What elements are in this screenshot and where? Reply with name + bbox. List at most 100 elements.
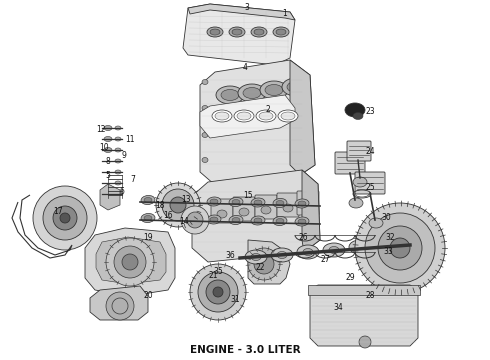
Ellipse shape [202, 158, 208, 162]
Text: 27: 27 [320, 256, 330, 265]
Text: 28: 28 [365, 291, 375, 300]
Circle shape [190, 264, 246, 320]
Text: 10: 10 [99, 144, 109, 153]
Ellipse shape [163, 214, 177, 223]
Ellipse shape [278, 110, 298, 122]
Ellipse shape [144, 216, 152, 220]
Ellipse shape [234, 110, 254, 122]
Text: 5: 5 [105, 171, 110, 180]
Ellipse shape [141, 213, 155, 222]
Ellipse shape [232, 217, 240, 222]
Ellipse shape [210, 199, 218, 204]
Ellipse shape [260, 81, 288, 99]
Circle shape [106, 292, 134, 320]
Ellipse shape [229, 216, 243, 225]
Ellipse shape [323, 243, 345, 257]
FancyBboxPatch shape [255, 195, 277, 219]
Text: 8: 8 [106, 158, 110, 166]
Ellipse shape [144, 198, 152, 202]
Polygon shape [188, 4, 295, 20]
Ellipse shape [287, 81, 305, 93]
Polygon shape [310, 285, 418, 346]
Text: 26: 26 [298, 234, 308, 243]
Ellipse shape [261, 206, 271, 214]
Text: 24: 24 [365, 148, 375, 157]
Ellipse shape [166, 198, 174, 203]
Ellipse shape [251, 253, 261, 261]
Ellipse shape [229, 198, 243, 207]
Ellipse shape [185, 215, 199, 224]
Text: 23: 23 [365, 108, 375, 117]
Text: 15: 15 [243, 192, 253, 201]
Polygon shape [100, 184, 120, 210]
Ellipse shape [141, 195, 155, 204]
Circle shape [53, 206, 77, 230]
Ellipse shape [256, 110, 276, 122]
Polygon shape [96, 237, 166, 284]
Ellipse shape [276, 219, 284, 224]
Ellipse shape [282, 78, 310, 96]
Circle shape [198, 272, 238, 312]
FancyBboxPatch shape [297, 191, 319, 215]
Ellipse shape [115, 181, 121, 185]
Ellipse shape [188, 216, 196, 221]
Ellipse shape [237, 112, 251, 120]
Ellipse shape [245, 250, 267, 264]
Text: 13: 13 [181, 195, 191, 204]
Ellipse shape [345, 103, 365, 117]
Ellipse shape [202, 105, 208, 111]
Ellipse shape [243, 87, 261, 99]
Ellipse shape [185, 197, 199, 206]
Ellipse shape [283, 204, 293, 212]
Text: 29: 29 [345, 274, 355, 283]
Polygon shape [200, 60, 315, 185]
Ellipse shape [273, 27, 289, 37]
Ellipse shape [349, 198, 363, 208]
Text: 6: 6 [120, 188, 124, 197]
Ellipse shape [202, 80, 208, 85]
FancyBboxPatch shape [355, 172, 385, 194]
Text: 32: 32 [385, 234, 395, 243]
Circle shape [187, 212, 203, 228]
Circle shape [390, 238, 410, 258]
Text: 34: 34 [333, 303, 343, 312]
Text: 2: 2 [266, 105, 270, 114]
Ellipse shape [232, 29, 242, 35]
Text: 9: 9 [122, 150, 126, 159]
Circle shape [206, 280, 230, 304]
Polygon shape [200, 95, 295, 138]
Ellipse shape [369, 218, 383, 228]
Ellipse shape [115, 137, 121, 141]
Polygon shape [290, 60, 315, 175]
Ellipse shape [210, 29, 220, 35]
Circle shape [106, 238, 154, 286]
Text: 35: 35 [213, 267, 223, 276]
Ellipse shape [212, 110, 232, 122]
Ellipse shape [229, 27, 245, 37]
Ellipse shape [104, 148, 112, 153]
Ellipse shape [221, 90, 239, 100]
Ellipse shape [210, 217, 218, 222]
Ellipse shape [115, 159, 121, 163]
Circle shape [355, 203, 445, 293]
Ellipse shape [254, 200, 262, 205]
Circle shape [114, 246, 146, 278]
Text: 31: 31 [230, 296, 240, 305]
Circle shape [359, 336, 371, 348]
Text: 25: 25 [365, 184, 375, 193]
Ellipse shape [259, 112, 273, 120]
Text: 16: 16 [163, 211, 173, 220]
Ellipse shape [202, 132, 208, 138]
Ellipse shape [254, 29, 264, 35]
Text: 1: 1 [283, 9, 287, 18]
Ellipse shape [265, 85, 283, 95]
Ellipse shape [353, 177, 367, 187]
Ellipse shape [329, 247, 339, 253]
Ellipse shape [115, 148, 121, 152]
Circle shape [156, 183, 200, 227]
Ellipse shape [271, 248, 293, 262]
Circle shape [112, 298, 128, 314]
Ellipse shape [298, 201, 306, 206]
Ellipse shape [217, 210, 227, 218]
FancyBboxPatch shape [233, 197, 255, 221]
